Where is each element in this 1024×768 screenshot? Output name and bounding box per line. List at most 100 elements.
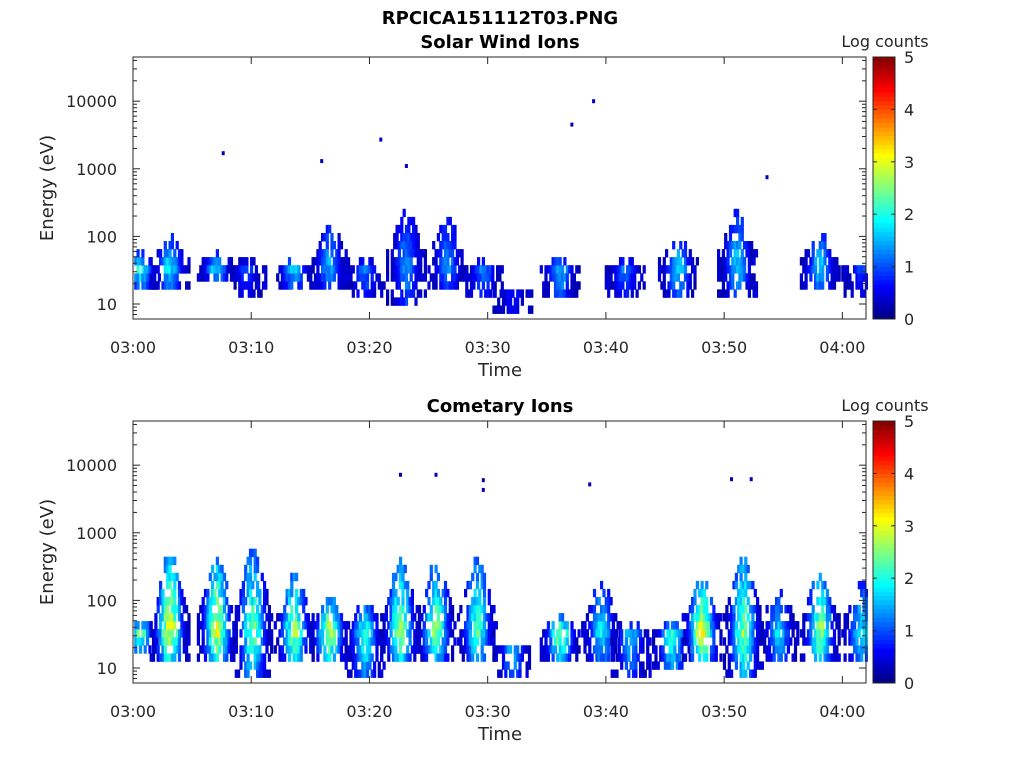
spectrogram-cell: [330, 597, 334, 606]
spectrogram-cell: [148, 265, 152, 274]
spectrogram-cell: [225, 637, 229, 646]
spectrogram-cell: [860, 621, 864, 630]
spectrogram-cell: [339, 273, 344, 282]
spectrogram-cell: [825, 621, 829, 630]
spectrogram-cell: [765, 605, 769, 614]
spectrogram-cell: [804, 257, 808, 266]
spectrogram-cell: [240, 281, 244, 290]
spectrogram-cell: [487, 637, 491, 646]
spectrogram-cell: [380, 289, 384, 298]
spectrogram-cell: [825, 653, 829, 662]
spectrogram-cell: [843, 613, 847, 622]
spectrogram-cell: [646, 629, 650, 638]
spectrogram-cell: [227, 637, 231, 646]
spectrogram-cell: [789, 621, 793, 630]
spectrogram-cell: [850, 281, 854, 290]
spectrogram-cell: [736, 265, 740, 274]
spectrogram-cell: [299, 645, 303, 654]
spectrogram-cell: [270, 637, 274, 646]
spectrogram-cell: [628, 281, 632, 290]
spectrogram-cell: [136, 637, 140, 646]
spectrogram-cell: [443, 580, 448, 590]
spectrogram-cell: [604, 637, 608, 646]
spectrogram-cell: [351, 645, 355, 654]
spectrogram-cell: [862, 273, 866, 282]
spectrogram-cell: [248, 580, 253, 590]
spectrogram-cell: [141, 273, 145, 282]
colorbar-band: [873, 639, 895, 645]
spectrogram-cell: [287, 621, 292, 630]
spectrogram-cell: [363, 629, 367, 638]
spectrogram-cell: [542, 653, 546, 662]
spectrogram-cell: [700, 645, 704, 654]
spectrogram-cell: [843, 637, 847, 646]
spectrogram-cell: [332, 265, 336, 274]
spectrogram-cell: [832, 637, 837, 646]
spectrogram-cell: [825, 597, 829, 606]
spectrogram-cell: [285, 629, 289, 638]
spectrogram-cell: [412, 265, 416, 274]
spectrogram-cell: [732, 580, 736, 590]
spectrogram-cell: [753, 621, 757, 630]
spectrogram-cell: [763, 629, 767, 638]
spectrogram-cell: [860, 613, 864, 622]
spectrogram-cell: [251, 580, 255, 590]
spectrogram-cell: [721, 249, 725, 258]
spectrogram-cell: [256, 653, 260, 662]
spectrogram-cell: [252, 273, 256, 282]
spectrogram-cell: [741, 588, 746, 598]
spectrogram-cell: [380, 281, 384, 290]
spectrogram-cell: [506, 305, 510, 314]
spectrogram-cell: [134, 273, 138, 282]
spectrogram-cell: [417, 605, 422, 614]
spectrogram-cell: [736, 257, 740, 266]
spectrogram-cell: [460, 249, 464, 258]
spectrogram-cell: [168, 572, 172, 582]
spectrogram-cell: [330, 605, 334, 614]
spectrogram-cell: [163, 613, 167, 622]
spectrogram-cell: [177, 257, 182, 266]
spectrogram-cell: [681, 613, 685, 622]
spectrogram-cell: [203, 605, 208, 614]
spectrogram-cell: [494, 305, 498, 314]
colorbar-band: [873, 78, 895, 84]
spectrogram-cell: [772, 637, 776, 646]
spectrogram-cell: [727, 669, 731, 678]
spectrogram-cell: [482, 580, 487, 590]
spectrogram-cell: [375, 629, 379, 638]
spectrogram-cell: [623, 273, 627, 282]
spectrogram-cell: [441, 265, 445, 274]
spectrogram-cell: [177, 613, 182, 622]
spectrogram-cell: [616, 273, 620, 282]
spectrogram-cell: [337, 233, 341, 242]
spectrogram-cell: [583, 621, 587, 630]
spectrogram-cell: [402, 249, 406, 258]
spectrogram-cell: [738, 273, 742, 282]
spectrogram-cell: [811, 605, 815, 614]
spectrogram-cell: [233, 265, 237, 274]
spectrogram-cell: [775, 605, 779, 614]
spectrogram-cell: [163, 621, 167, 630]
spectrogram-cell: [572, 629, 576, 638]
spectrogram-cell: [614, 613, 618, 622]
spectrogram-cell: [618, 257, 623, 266]
spectrogram-cell: [845, 273, 850, 282]
spectrogram-cell: [775, 629, 779, 638]
spectrogram-cell: [358, 621, 362, 630]
spectrogram-cell: [227, 613, 231, 622]
spectrogram-cell: [828, 653, 832, 662]
spectrogram-cell: [422, 653, 426, 662]
spectrogram-cell: [765, 645, 769, 654]
spectrogram-cell: [811, 613, 815, 622]
spectrogram-cell: [443, 281, 448, 290]
spectrogram-cell: [777, 621, 781, 630]
colorbar-band: [873, 96, 895, 102]
spectrogram-cell: [770, 637, 774, 646]
spectrogram-cell: [246, 653, 250, 662]
spectrogram-cell: [295, 597, 299, 606]
spectrogram-cell: [208, 645, 212, 654]
spectrogram-cell: [782, 629, 786, 638]
spectrogram-cell: [802, 629, 806, 638]
spectrogram-cell: [339, 257, 344, 266]
spectrogram-cell: [393, 241, 397, 250]
